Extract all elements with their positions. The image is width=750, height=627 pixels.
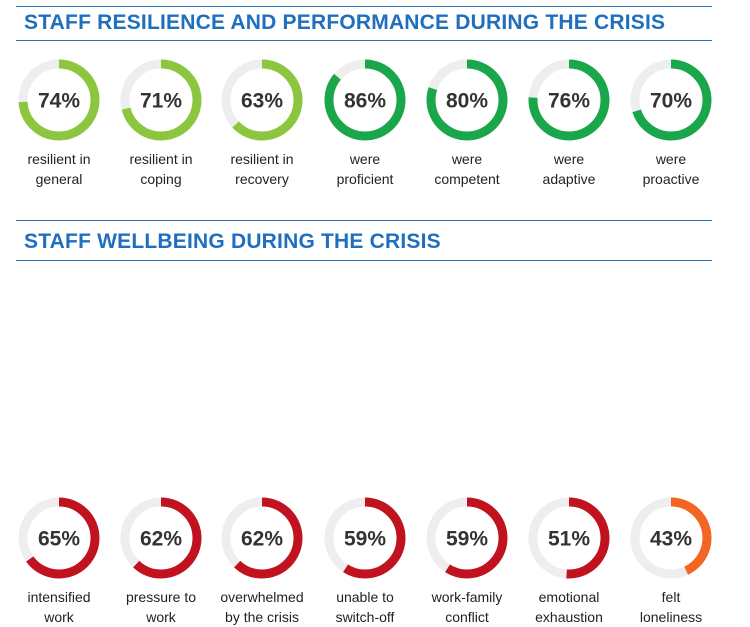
gauge-value: 76% bbox=[548, 90, 590, 113]
section-rule-top bbox=[16, 220, 712, 221]
gauge-label: were proficient bbox=[315, 149, 415, 189]
gauge-item: 76% were adaptive bbox=[519, 58, 619, 189]
gauge-arc bbox=[630, 59, 712, 141]
gauge-label: work-family conflict bbox=[417, 587, 517, 627]
gauge-label-line: were bbox=[451, 151, 483, 167]
gauge-value: 51% bbox=[548, 528, 590, 551]
gauge-label-line: pressure to bbox=[125, 589, 197, 605]
donut-gauge: 86% bbox=[324, 59, 406, 141]
gauge-label-line: adaptive bbox=[542, 171, 596, 187]
gauge-label-line: work bbox=[146, 609, 176, 625]
gauge-arc bbox=[528, 59, 610, 141]
donut-gauge: 43% bbox=[630, 497, 712, 579]
gauge-value: 80% bbox=[446, 90, 488, 113]
gauge-value: 59% bbox=[446, 528, 488, 551]
gauge-label: intensified work bbox=[9, 587, 109, 627]
gauge-arc bbox=[324, 59, 406, 141]
gauge-label-line: unable to bbox=[336, 589, 394, 605]
gauge-item: 65% intensified work bbox=[9, 496, 109, 627]
section-rule-top bbox=[16, 6, 712, 7]
gauge-item: 43% felt loneliness bbox=[621, 496, 721, 627]
gauge-value: 65% bbox=[38, 528, 80, 551]
donut-gauge: 74% bbox=[18, 59, 100, 141]
gauge-label-line: felt bbox=[661, 589, 681, 605]
gauge-label: unable to switch-off bbox=[315, 587, 415, 627]
gauge-value: 74% bbox=[38, 90, 80, 113]
gauge-item: 62% overwhelmed by the crisis bbox=[212, 496, 312, 627]
gauge-value: 43% bbox=[650, 528, 692, 551]
gauge-label-line: recovery bbox=[235, 171, 289, 187]
gauge-item: 63% resilient in recovery bbox=[212, 58, 312, 189]
gauge-label-line: coping bbox=[140, 171, 182, 187]
gauge-label: felt loneliness bbox=[621, 587, 721, 627]
gauge-label-line: overwhelmed bbox=[220, 589, 304, 605]
gauge-item: 71% resilient in coping bbox=[111, 58, 211, 189]
gauge-item: 70% were proactive bbox=[621, 58, 721, 189]
gauge-label-line: conflict bbox=[445, 609, 489, 625]
gauge-label-line: switch-off bbox=[335, 609, 395, 625]
gauge-value: 62% bbox=[241, 528, 283, 551]
donut-gauge: 71% bbox=[120, 59, 202, 141]
gauge-label-line: general bbox=[35, 171, 83, 187]
gauge-item: 62% pressure to work bbox=[111, 496, 211, 627]
donut-gauge: 62% bbox=[221, 497, 303, 579]
donut-gauge: 62% bbox=[120, 497, 202, 579]
gauge-item: 86% were proficient bbox=[315, 58, 415, 189]
gauge-arc bbox=[120, 59, 202, 141]
gauge-label-line: resilient in bbox=[27, 151, 91, 167]
gauge-label: pressure to work bbox=[111, 587, 211, 627]
section-title: STAFF WELLBEING DURING THE CRISIS bbox=[24, 230, 441, 253]
gauge-label-line: emotional bbox=[538, 589, 600, 605]
gauge-label: emotional exhaustion bbox=[519, 587, 619, 627]
gauge-label: overwhelmed by the crisis bbox=[212, 587, 312, 627]
gauge-label-line: resilient in bbox=[129, 151, 193, 167]
gauge-label-line: competent bbox=[434, 171, 500, 187]
gauge-label-line: were bbox=[349, 151, 381, 167]
gauge-label: were adaptive bbox=[519, 149, 619, 189]
donut-gauge: 63% bbox=[221, 59, 303, 141]
section-rule-bottom bbox=[16, 260, 712, 261]
donut-gauge: 59% bbox=[324, 497, 406, 579]
gauge-label: resilient in coping bbox=[111, 149, 211, 189]
donut-gauge: 59% bbox=[426, 497, 508, 579]
gauge-item: 74% resilient in general bbox=[9, 58, 109, 189]
gauge-label-line: proficient bbox=[336, 171, 394, 187]
donut-gauge: 80% bbox=[426, 59, 508, 141]
gauge-label-line: resilient in bbox=[230, 151, 294, 167]
gauge-value: 62% bbox=[140, 528, 182, 551]
gauge-label-line: were bbox=[553, 151, 585, 167]
donut-gauge: 65% bbox=[18, 497, 100, 579]
donut-gauge: 76% bbox=[528, 59, 610, 141]
gauge-label-line: proactive bbox=[642, 171, 700, 187]
gauge-value: 59% bbox=[344, 528, 386, 551]
gauge-label: were proactive bbox=[621, 149, 721, 189]
gauge-label-line: intensified bbox=[27, 589, 91, 605]
gauge-label: resilient in recovery bbox=[212, 149, 312, 189]
gauge-value: 71% bbox=[140, 90, 182, 113]
gauge-label: were competent bbox=[417, 149, 517, 189]
gauge-label-line: by the crisis bbox=[225, 609, 299, 625]
section-rule-bottom bbox=[16, 40, 712, 41]
gauge-label-line: were bbox=[655, 151, 687, 167]
gauge-label-line: work-family bbox=[431, 589, 503, 605]
gauge-item: 59% unable to switch-off bbox=[315, 496, 415, 627]
gauge-value: 70% bbox=[650, 90, 692, 113]
section-title: STAFF RESILIENCE AND PERFORMANCE DURING … bbox=[24, 11, 666, 34]
donut-gauge: 51% bbox=[528, 497, 610, 579]
gauge-item: 59% work-family conflict bbox=[417, 496, 517, 627]
gauge-label: resilient in general bbox=[9, 149, 109, 189]
gauge-value: 63% bbox=[241, 90, 283, 113]
gauge-item: 80% were competent bbox=[417, 58, 517, 189]
gauge-label-line: exhaustion bbox=[535, 609, 603, 625]
gauge-arc bbox=[426, 59, 508, 141]
gauge-value: 86% bbox=[344, 90, 386, 113]
gauge-label-line: loneliness bbox=[639, 609, 703, 625]
donut-gauge: 70% bbox=[630, 59, 712, 141]
gauge-arc bbox=[221, 59, 303, 141]
gauge-item: 51% emotional exhaustion bbox=[519, 496, 619, 627]
gauge-arc bbox=[18, 59, 100, 141]
gauge-label-line: work bbox=[44, 609, 74, 625]
